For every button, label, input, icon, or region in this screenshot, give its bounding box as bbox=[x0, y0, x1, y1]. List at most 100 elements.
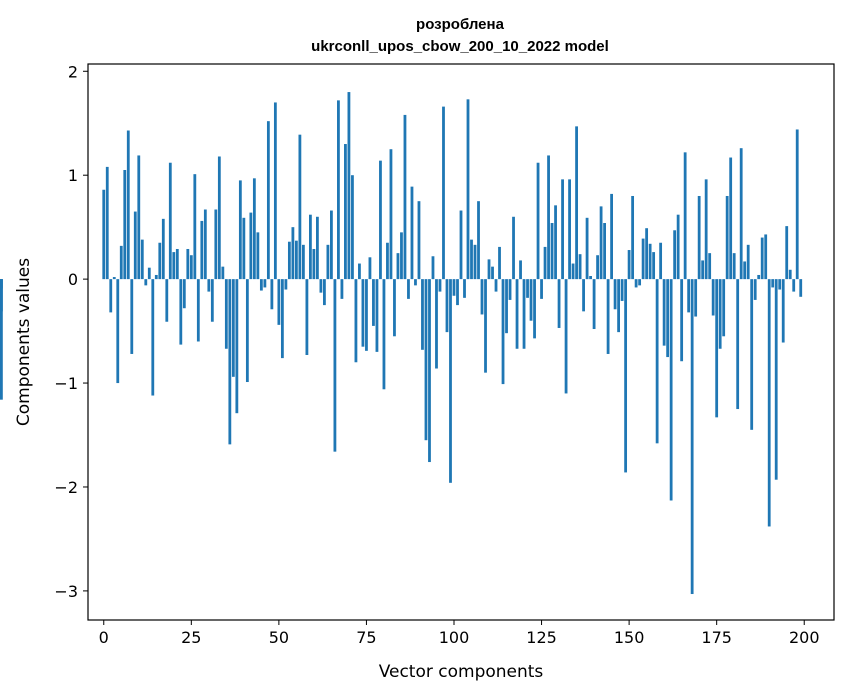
bar bbox=[526, 279, 529, 298]
bar bbox=[0, 279, 3, 400]
bar bbox=[203, 209, 207, 280]
bar bbox=[466, 99, 470, 280]
bar bbox=[505, 279, 508, 334]
bar bbox=[638, 279, 642, 286]
bar bbox=[498, 246, 501, 280]
plot-area-frame bbox=[87, 63, 835, 621]
bar bbox=[179, 279, 183, 345]
bar bbox=[396, 253, 400, 280]
bar bbox=[109, 279, 113, 313]
bar bbox=[351, 175, 354, 280]
bar bbox=[459, 210, 463, 280]
bar bbox=[266, 121, 270, 280]
bar bbox=[767, 279, 771, 527]
bar bbox=[403, 114, 407, 280]
bar bbox=[158, 242, 162, 280]
bar bbox=[529, 279, 533, 321]
bar bbox=[112, 277, 116, 280]
bar bbox=[547, 155, 550, 280]
bar bbox=[445, 279, 449, 333]
y-axis-ticks: −3 −2 −1 0 1 2 bbox=[54, 62, 88, 601]
bar bbox=[578, 254, 582, 280]
bar bbox=[606, 279, 610, 354]
bar bbox=[543, 246, 547, 280]
bar bbox=[683, 152, 687, 280]
bar bbox=[666, 279, 670, 358]
bar bbox=[680, 279, 684, 362]
bar bbox=[704, 179, 708, 280]
bar bbox=[480, 279, 484, 315]
y-tick-label: −3 bbox=[54, 582, 78, 601]
bar bbox=[599, 206, 603, 280]
bar bbox=[792, 279, 796, 292]
bar bbox=[393, 279, 396, 337]
chart-title-line-1: розроблена bbox=[416, 16, 505, 33]
bar bbox=[610, 193, 613, 280]
bar bbox=[368, 257, 372, 280]
bar bbox=[795, 129, 799, 280]
bar bbox=[400, 232, 403, 280]
bar bbox=[196, 279, 200, 342]
bar bbox=[414, 279, 417, 286]
bar bbox=[785, 226, 789, 280]
bar bbox=[123, 170, 127, 280]
bar bbox=[596, 255, 599, 280]
bar bbox=[144, 279, 148, 286]
bar bbox=[116, 279, 120, 384]
bar bbox=[627, 250, 631, 280]
bar bbox=[512, 216, 515, 280]
bar bbox=[571, 263, 575, 280]
bar bbox=[210, 279, 214, 322]
bar bbox=[137, 155, 141, 280]
bar bbox=[102, 189, 106, 280]
bar bbox=[711, 279, 715, 316]
x-axis-ticks: 0 25 50 75 100 125 150 175 200 bbox=[99, 620, 820, 647]
y-tick-label: 2 bbox=[68, 62, 78, 81]
bar bbox=[354, 279, 358, 363]
bar bbox=[347, 92, 351, 280]
bar bbox=[287, 241, 291, 280]
bar bbox=[701, 260, 705, 280]
bar bbox=[739, 148, 743, 280]
bar bbox=[270, 279, 274, 310]
bar bbox=[624, 279, 628, 473]
bar bbox=[725, 195, 729, 280]
bar bbox=[277, 279, 281, 325]
bar bbox=[126, 130, 130, 280]
bar bbox=[508, 279, 512, 300]
bar bbox=[333, 279, 337, 452]
bar bbox=[214, 209, 218, 280]
bar bbox=[375, 279, 379, 352]
bar bbox=[515, 279, 519, 349]
y-tick-label: −1 bbox=[54, 374, 78, 393]
bar bbox=[207, 279, 211, 292]
bar bbox=[536, 162, 540, 280]
bar bbox=[442, 106, 445, 280]
bar bbox=[386, 242, 389, 280]
x-axis-label: Vector components bbox=[379, 662, 544, 682]
bar bbox=[280, 279, 284, 359]
bar bbox=[421, 279, 424, 350]
bar bbox=[417, 201, 421, 280]
bar bbox=[641, 238, 645, 280]
bar bbox=[344, 144, 347, 280]
bar bbox=[620, 279, 624, 301]
bar bbox=[323, 279, 326, 306]
bar bbox=[231, 279, 235, 377]
bar bbox=[168, 162, 172, 280]
bar bbox=[407, 279, 410, 299]
bar bbox=[631, 195, 635, 280]
bar bbox=[424, 279, 428, 441]
bar bbox=[470, 239, 473, 280]
bar bbox=[294, 240, 298, 280]
bar bbox=[554, 205, 557, 280]
bar bbox=[312, 248, 316, 280]
bar bbox=[522, 279, 526, 349]
bar bbox=[561, 179, 564, 280]
bar bbox=[613, 279, 617, 310]
bar bbox=[708, 253, 712, 280]
bar bbox=[238, 180, 242, 280]
bar bbox=[732, 253, 736, 280]
bar bbox=[491, 266, 494, 280]
bar bbox=[228, 279, 232, 445]
